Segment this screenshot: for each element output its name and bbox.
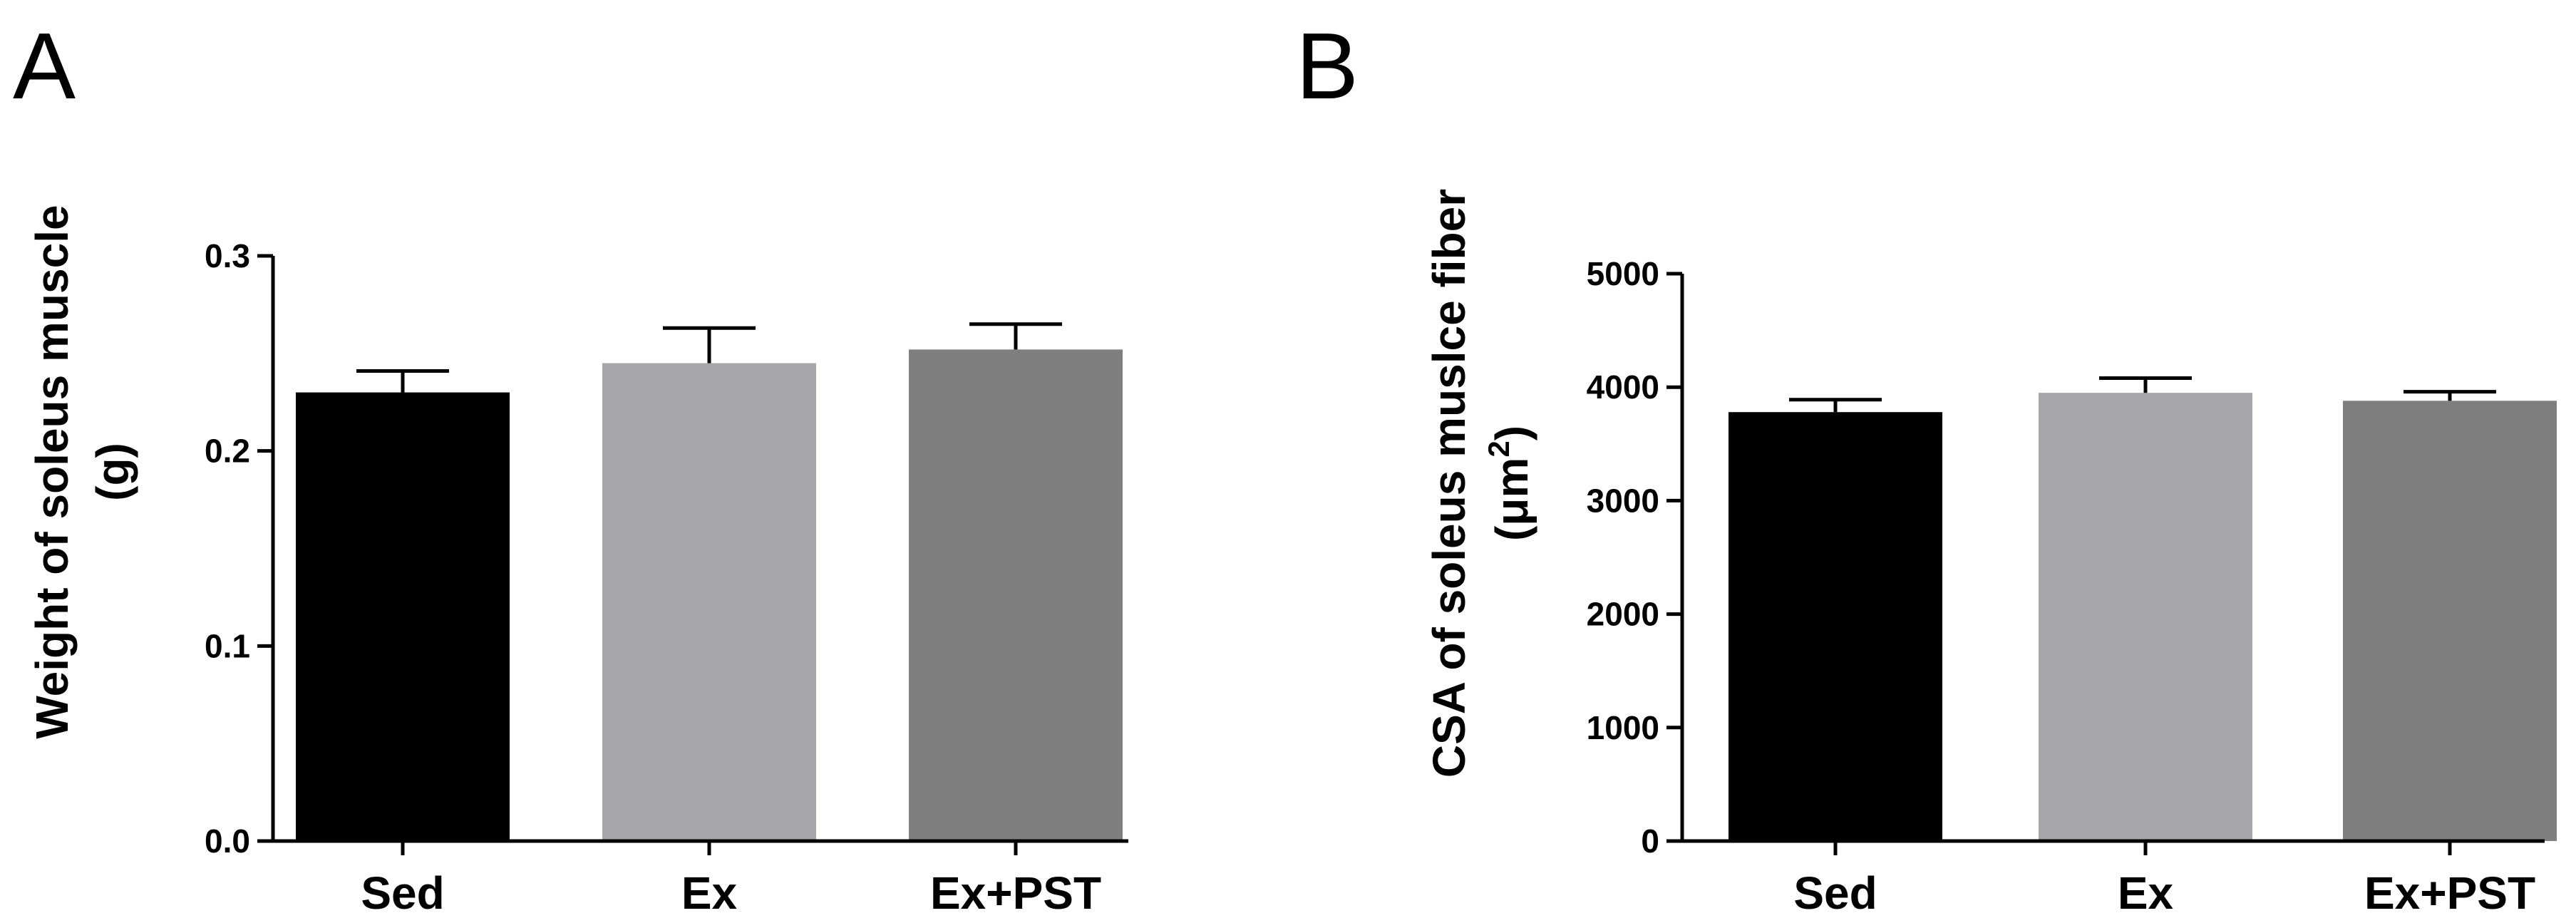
y-tick-label-1-3: 3000: [1587, 482, 1659, 519]
chart-panel-b: CSA of soleus muslce fiber (μm2) Sed Ex Ex…: [1423, 189, 2557, 919]
y-axis-label-a-line2: (g): [87, 443, 138, 501]
y-tick-label-0-3: 0.3: [205, 237, 250, 274]
x-tick-label-1-1: Ex: [2118, 867, 2174, 919]
chart-panel-a: Weight of soleus muscle (g) Sed Ex Ex+PST 0…: [26, 205, 1128, 919]
x-tick-label-1-2: Ex+PST: [2364, 867, 2535, 919]
y-tick-label-1-1: 1000: [1587, 709, 1659, 746]
bar-1-2: [2343, 401, 2557, 841]
y-tick-label-1-0: 0: [1641, 823, 1659, 860]
x-tick-label-0-2: Ex+PST: [930, 867, 1101, 919]
y-axis-label-b-superscript: 2: [1482, 440, 1515, 457]
bar-1-1: [2039, 393, 2252, 841]
panel-label-a: A: [13, 14, 76, 118]
bar-0-0: [296, 392, 510, 841]
y-tick-label-1-4: 4000: [1587, 368, 1659, 406]
y-axis-label-a-line1: Weight of soleus muscle: [26, 205, 78, 738]
x-tick-label-1-0: Sed: [1793, 867, 1877, 919]
y-axis-label-b-unit: (μm: [1486, 458, 1537, 541]
bar-0-2: [909, 349, 1123, 841]
y-tick-label-0-2: 0.2: [205, 433, 250, 470]
x-tick-label-0-1: Ex: [681, 867, 738, 919]
y-tick-label-1-5: 5000: [1587, 255, 1659, 292]
x-tick-label-0-0: Sed: [361, 867, 444, 919]
bar-1-0: [1729, 412, 1942, 841]
bar-0-1: [602, 363, 816, 841]
y-tick-label-0-0: 0.0: [205, 823, 250, 860]
y-axis-label-b-line1: CSA of soleus muslce fiber: [1423, 189, 1475, 778]
y-axis-label-b-line2: (μm2): [1482, 426, 1537, 541]
y-axis-label-b-close: ): [1486, 426, 1537, 440]
y-tick-label-0-1: 0.1: [205, 627, 250, 664]
y-tick-label-1-2: 2000: [1587, 596, 1659, 633]
panel-label-b: B: [1296, 14, 1359, 118]
